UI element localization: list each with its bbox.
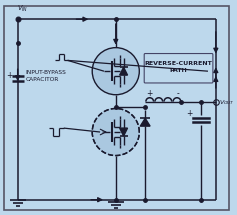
Text: +: + bbox=[146, 89, 153, 98]
FancyBboxPatch shape bbox=[144, 54, 213, 83]
Polygon shape bbox=[92, 109, 139, 156]
Text: +: + bbox=[186, 109, 193, 118]
Polygon shape bbox=[140, 118, 150, 126]
Text: INPUT-BYPASS
CAPACITOR: INPUT-BYPASS CAPACITOR bbox=[26, 70, 66, 82]
Polygon shape bbox=[120, 67, 128, 75]
Polygon shape bbox=[120, 128, 128, 136]
Text: +: + bbox=[6, 71, 12, 80]
Circle shape bbox=[92, 48, 139, 95]
Text: -: - bbox=[177, 89, 179, 98]
Text: REVERSE-CURRENT
PATH: REVERSE-CURRENT PATH bbox=[145, 61, 212, 73]
Text: $V_{IN}$: $V_{IN}$ bbox=[17, 4, 28, 14]
Text: $V_{OUT}$: $V_{OUT}$ bbox=[219, 98, 235, 108]
